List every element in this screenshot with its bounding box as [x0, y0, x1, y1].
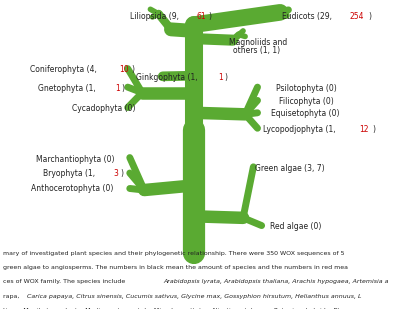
Text: 10: 10	[119, 65, 129, 74]
Text: ): )	[368, 12, 372, 22]
Text: 1: 1	[115, 84, 120, 93]
Text: 254: 254	[350, 12, 364, 22]
Text: 12: 12	[360, 125, 369, 134]
Text: ): )	[120, 169, 123, 178]
Text: Equisetophyta (0): Equisetophyta (0)	[271, 109, 339, 118]
Text: Psilotophyta (0): Psilotophyta (0)	[276, 84, 337, 94]
Text: green algae to angiosperms. The numbers in black mean the amount of species and : green algae to angiosperms. The numbers …	[3, 265, 348, 270]
Text: rapa,: rapa,	[3, 294, 22, 298]
Text: ): )	[208, 12, 211, 22]
Text: 1: 1	[218, 73, 223, 83]
Text: Green algae (3, 7): Green algae (3, 7)	[255, 164, 324, 173]
Text: Anthocerotophyta (0): Anthocerotophyta (0)	[31, 184, 113, 193]
Text: Cycadophyta (0): Cycadophyta (0)	[72, 104, 136, 113]
Text: mary of investigated plant species and their phylogenetic relationship. There we: mary of investigated plant species and t…	[3, 251, 345, 256]
Text: Bryophyta (1,: Bryophyta (1,	[43, 169, 98, 178]
Text: ): )	[372, 125, 375, 134]
Text: Lycopodjophyta (1,: Lycopodjophyta (1,	[263, 125, 338, 134]
Text: Manihot esculenta, Medicago truncatula, Mimulus guttatus, Nicotiana tabacun, Pet: Manihot esculenta, Medicago truncatula, …	[23, 308, 352, 309]
Text: Coniferophyta (4,: Coniferophyta (4,	[30, 65, 99, 74]
Text: others (1, 1): others (1, 1)	[233, 45, 280, 55]
Text: Ginkgophyta (1,: Ginkgophyta (1,	[136, 73, 200, 83]
Text: ): )	[131, 65, 134, 74]
Text: Gnetophyta (1,: Gnetophyta (1,	[38, 84, 98, 93]
Text: tica,: tica,	[3, 308, 19, 309]
Text: Filicophyta (0): Filicophyta (0)	[279, 97, 334, 106]
Text: Red algae (0): Red algae (0)	[270, 222, 321, 231]
Text: Marchantiophyta (0): Marchantiophyta (0)	[36, 154, 115, 164]
Text: Arabidopsis lyrata, Arabidopsis thaliana, Arachis hypogaea, Artemisia a: Arabidopsis lyrata, Arabidopsis thaliana…	[164, 279, 389, 284]
Text: Liliopsida (9,: Liliopsida (9,	[130, 12, 181, 22]
Text: Magnoliids and: Magnoliids and	[229, 38, 287, 47]
Text: Carica papaya, Citrus sinensis, Cucumis sativus, Glycine max, Gossyphion hirsutu: Carica papaya, Citrus sinensis, Cucumis …	[27, 294, 361, 298]
Text: ): )	[122, 84, 124, 93]
Text: Eudicots (29,: Eudicots (29,	[282, 12, 335, 22]
Text: ces of WOX family. The species include: ces of WOX family. The species include	[3, 279, 128, 284]
Text: ): )	[225, 73, 228, 83]
Text: 61: 61	[196, 12, 206, 22]
Text: 3: 3	[114, 169, 119, 178]
